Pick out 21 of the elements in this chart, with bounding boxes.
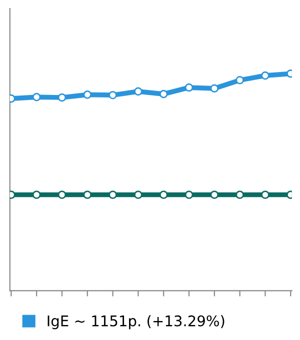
point [159, 90, 168, 98]
point [58, 93, 66, 102]
point [261, 190, 270, 199]
point [210, 84, 219, 93]
point [58, 190, 66, 199]
point [236, 76, 244, 84]
point [159, 190, 168, 199]
point [261, 71, 270, 80]
point [32, 190, 41, 199]
point [32, 92, 41, 102]
point [134, 190, 142, 199]
point [184, 190, 194, 199]
point [236, 190, 244, 199]
point [108, 190, 117, 199]
point [210, 190, 219, 199]
point [83, 190, 92, 199]
legend-label: IgE ~ 1151р. (+13.29%) [48, 315, 224, 330]
point [184, 83, 194, 92]
point [108, 90, 117, 100]
point [134, 87, 142, 96]
point [83, 90, 92, 99]
